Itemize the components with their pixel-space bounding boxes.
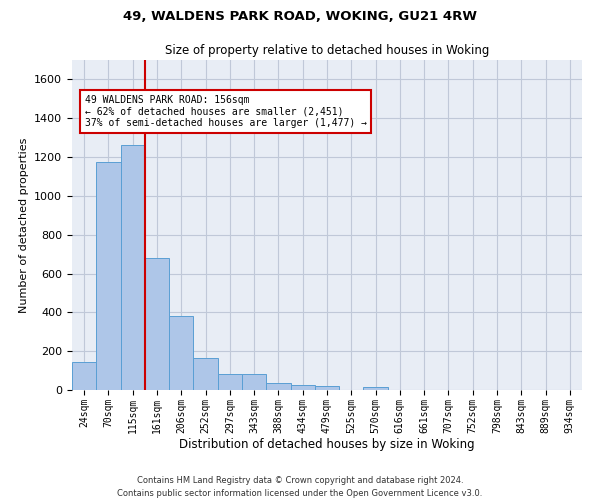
Bar bbox=[121, 146, 145, 390]
Bar bbox=[266, 383, 290, 390]
Text: 49 WALDENS PARK ROAD: 156sqm
← 62% of detached houses are smaller (2,451)
37% of: 49 WALDENS PARK ROAD: 156sqm ← 62% of de… bbox=[85, 95, 367, 128]
Bar bbox=[193, 358, 218, 390]
X-axis label: Distribution of detached houses by size in Woking: Distribution of detached houses by size … bbox=[179, 438, 475, 452]
Text: Contains HM Land Registry data © Crown copyright and database right 2024.
Contai: Contains HM Land Registry data © Crown c… bbox=[118, 476, 482, 498]
Bar bbox=[145, 258, 169, 390]
Bar bbox=[290, 385, 315, 390]
Bar bbox=[364, 387, 388, 390]
Y-axis label: Number of detached properties: Number of detached properties bbox=[19, 138, 29, 312]
Bar bbox=[315, 386, 339, 390]
Text: 49, WALDENS PARK ROAD, WOKING, GU21 4RW: 49, WALDENS PARK ROAD, WOKING, GU21 4RW bbox=[123, 10, 477, 23]
Title: Size of property relative to detached houses in Woking: Size of property relative to detached ho… bbox=[165, 44, 489, 58]
Bar bbox=[72, 362, 96, 390]
Bar bbox=[96, 162, 121, 390]
Bar bbox=[242, 374, 266, 390]
Bar bbox=[218, 374, 242, 390]
Bar bbox=[169, 316, 193, 390]
